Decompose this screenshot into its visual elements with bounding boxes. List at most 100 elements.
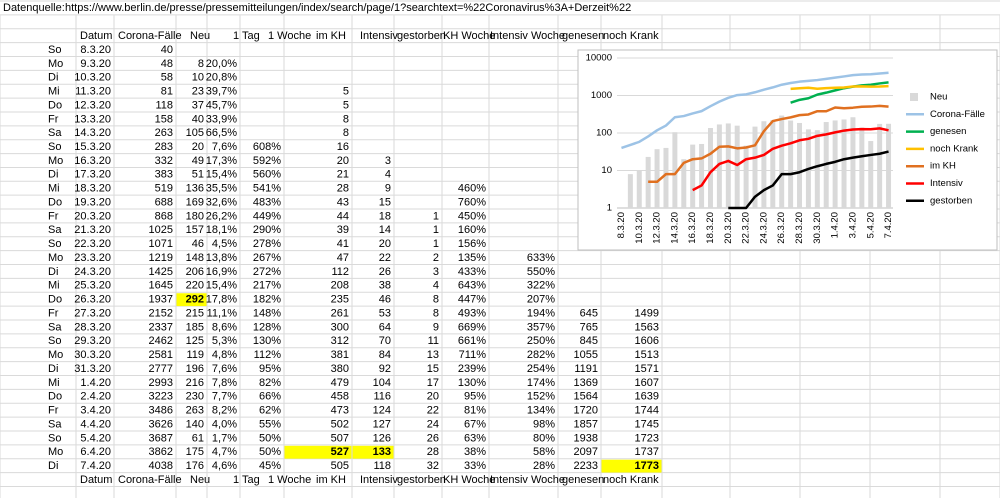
cell: 185 [186,321,204,333]
source-url[interactable]: https://www.berlin.de/presse/pressemitte… [65,2,631,14]
cell: 53 [379,307,391,319]
bar [814,130,820,208]
column-header: im KH [316,474,346,486]
cell: 450% [458,210,486,222]
cell: 21.3.20 [74,224,111,236]
cell: 58 [161,72,173,84]
cell: 1025 [149,224,173,236]
cell: 40 [161,44,173,56]
cell: 28 [337,183,349,195]
cell: 1499 [635,307,659,319]
cell: 9.3.20 [80,58,111,70]
column-header: genesen [562,474,604,486]
cell: 7,6% [212,141,237,153]
cell: 19.3.20 [74,196,111,208]
cell: 128% [253,321,281,333]
cell: 10.3.20 [74,72,111,84]
x-tick-label: 10.3.20 [634,212,645,244]
cell: 8.3.20 [80,44,111,56]
cell: 23 [192,86,204,98]
column-header: KH Woche [443,474,495,486]
cell: 235 [331,294,349,306]
cell: 17 [427,377,439,389]
cell: 135% [458,252,486,264]
cell: 3687 [149,432,173,444]
cell: 688 [155,196,173,208]
cell: 9 [385,183,391,195]
bar [734,125,740,208]
bar [877,123,883,208]
cell: 29.3.20 [74,335,111,347]
cell: 5.4.20 [80,432,111,444]
cell: 64 [379,321,391,333]
cell: 55% [259,418,281,430]
cell: 383 [155,169,173,181]
cell: 272% [253,266,281,278]
cell: 2993 [149,377,173,389]
cell: 8 [433,294,439,306]
cell: 433% [458,266,486,278]
cell: 2777 [149,363,173,375]
cell: 1564 [574,391,598,403]
cell: 26.3.20 [74,294,111,306]
cell: 70 [379,335,391,347]
column-header: Datum [80,474,112,486]
cell: 1.4.20 [80,377,111,389]
cell: 4.4.20 [80,418,111,430]
cell: 7,6% [212,363,237,375]
legend-label: Neu [930,92,947,103]
cell: 1369 [574,377,598,389]
cell: 125 [186,335,204,347]
cell: 208 [331,280,349,292]
cell: 116 [373,391,391,403]
cell: 1 [433,224,439,236]
cell: 560% [253,169,281,181]
cell: 44 [337,210,349,222]
cell: 608% [253,141,281,153]
bar [672,132,678,208]
bar [681,159,687,208]
column-header: Corona-Fälle [118,474,182,486]
cell: 182% [253,294,281,306]
cell: So [48,432,61,444]
cell: 4,8% [212,349,237,361]
cell: 1773 [635,460,659,472]
cell: 278% [253,238,281,250]
cell: 8 [198,58,204,70]
cell: 20 [337,155,349,167]
column-header: Intensiv [360,30,398,42]
cell: 158 [155,113,173,125]
cell: 292 [186,294,204,306]
x-tick-label: 1.4.20 [830,212,841,238]
cell: 15,4% [206,169,237,181]
cell: 239% [458,363,486,375]
cell: 5,3% [212,335,237,347]
cell: 112% [254,349,282,361]
column-header: Corona-Fälle [118,30,182,42]
cell: So [48,335,61,347]
cell: 5 [343,86,349,98]
cell: 1938 [574,432,598,444]
cell: 4,6% [212,460,237,472]
cell: 2337 [149,321,173,333]
cell: Fr [48,113,59,125]
legend-label: Corona-Fälle [930,109,985,120]
cell: 20 [192,141,204,153]
column-header: Neu [190,30,210,42]
cell: 180 [186,210,204,222]
cell: 1191 [574,363,598,375]
line [790,84,889,91]
cell: 134% [527,405,555,417]
x-tick-label: 18.3.20 [705,212,716,244]
cell: 3862 [149,446,173,458]
x-tick-label: 28.3.20 [794,212,805,244]
cell: 3 [433,266,439,278]
cell: 760% [458,196,486,208]
cell: 449% [253,210,281,222]
cell: 519 [155,183,173,195]
cell: 282% [527,349,555,361]
cell: 332 [155,155,173,167]
line [621,71,889,150]
cell: 130% [253,335,281,347]
column-header: 1 Tag [233,30,260,42]
